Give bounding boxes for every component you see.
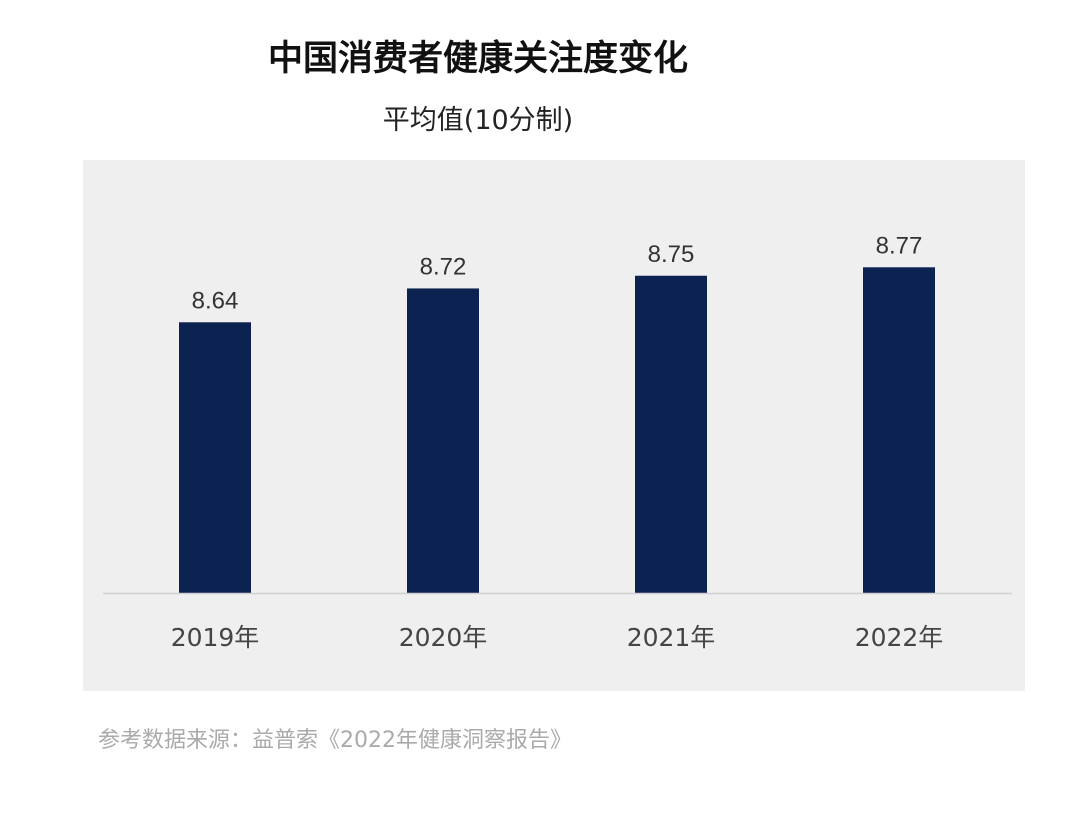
- bar-chart: 8.64 2019年 8.72 2020年 8.75 2021年 8.77 2022年: [103, 232, 1012, 652]
- bar-2022年: [863, 267, 935, 593]
- data-label: 8.72: [420, 253, 467, 280]
- bar-2021年: [635, 275, 707, 593]
- x-tick-label: 2019年: [171, 623, 260, 652]
- bar-2020年: [407, 288, 479, 593]
- chart-subtitle: 平均值(10分制): [382, 105, 574, 136]
- data-label: 8.77: [876, 232, 923, 259]
- source-note: 参考数据来源：益普索《2022年健康洞察报告》: [98, 728, 572, 753]
- data-label: 8.75: [648, 241, 695, 268]
- x-tick-label: 2021年: [627, 623, 716, 652]
- x-tick-label: 2020年: [399, 623, 488, 652]
- bar-2019年: [179, 322, 251, 593]
- x-tick-label: 2022年: [855, 623, 944, 652]
- data-label: 8.64: [192, 287, 239, 314]
- chart-title: 中国消费者健康关注度变化: [267, 39, 688, 79]
- plot-area: 8.64 2019年 8.72 2020年 8.75 2021年 8.77 2022年: [83, 160, 1025, 691]
